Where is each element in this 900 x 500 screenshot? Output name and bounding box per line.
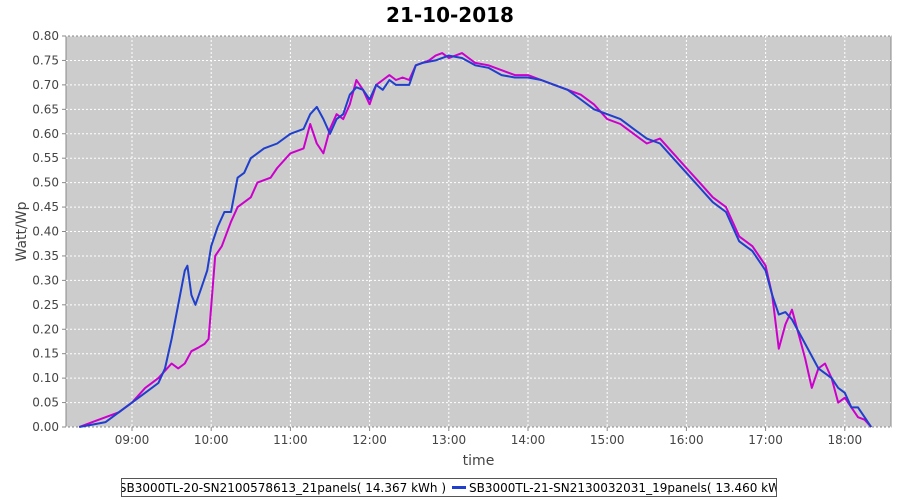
grid-layer (66, 35, 891, 428)
legend-item-series-1: SB3000TL-20-SN2100578613_21panels( 14.36… (121, 480, 446, 495)
legend-label-series-1: SB3000TL-20-SN2100578613_21panels( 14.36… (121, 480, 446, 495)
y-tick-label: 0.55 (32, 151, 59, 165)
y-tick-label: 0.40 (32, 225, 59, 239)
legend-label-series-2: SB3000TL-21-SN2130032031_19panels( 13.46… (469, 480, 777, 495)
y-tick-label: 0.30 (32, 273, 59, 287)
y-tick-label: 0.80 (32, 29, 59, 43)
y-tick-label: 0.35 (32, 249, 59, 263)
x-tick-label: 15:00 (590, 433, 625, 447)
y-tick-label: 0.10 (32, 371, 59, 385)
x-tick-label: 17:00 (748, 433, 783, 447)
legend: SB3000TL-20-SN2100578613_21panels( 14.36… (121, 478, 777, 497)
y-tick-label: 0.00 (32, 420, 59, 434)
x-tick-label: 18:00 (828, 433, 863, 447)
y-tick-label: 0.75 (32, 53, 59, 67)
x-tick-label: 09:00 (115, 433, 150, 447)
x-axis-title: time (463, 453, 495, 469)
y-axis-title: Watt/Wp (14, 201, 30, 261)
x-tick-label: 11:00 (273, 433, 308, 447)
y-tick-label: 0.60 (32, 127, 59, 141)
y-tick-label: 0.50 (32, 176, 59, 190)
x-tick-label: 10:00 (194, 433, 229, 447)
x-tick-label: 16:00 (669, 433, 704, 447)
x-tick-label: 12:00 (352, 433, 387, 447)
series-layer (78, 52, 873, 428)
y-tick-label: 0.20 (32, 322, 59, 336)
series-line-2 (79, 54, 873, 428)
x-tick-label: 14:00 (511, 433, 546, 447)
axes-layer: 0.00 0.05 0.10 0.15 0.20 0.25 0.30 0.35 0.40 0.45… (32, 29, 862, 447)
x-tick-label: 13:00 (432, 433, 467, 447)
y-tick-label: 0.70 (32, 78, 59, 92)
y-tick-label: 0.25 (32, 298, 59, 312)
legend-swatch-series-2 (452, 486, 466, 489)
y-tick-label: 0.45 (32, 200, 59, 214)
legend-item-series-2: SB3000TL-21-SN2130032031_19panels( 13.46… (452, 480, 777, 495)
series-line-1 (78, 52, 872, 428)
chart-title: 21-10-2018 (386, 3, 514, 27)
y-tick-label: 0.65 (32, 102, 59, 116)
y-tick-label: 0.15 (32, 347, 59, 361)
y-tick-label: 0.05 (32, 396, 59, 410)
